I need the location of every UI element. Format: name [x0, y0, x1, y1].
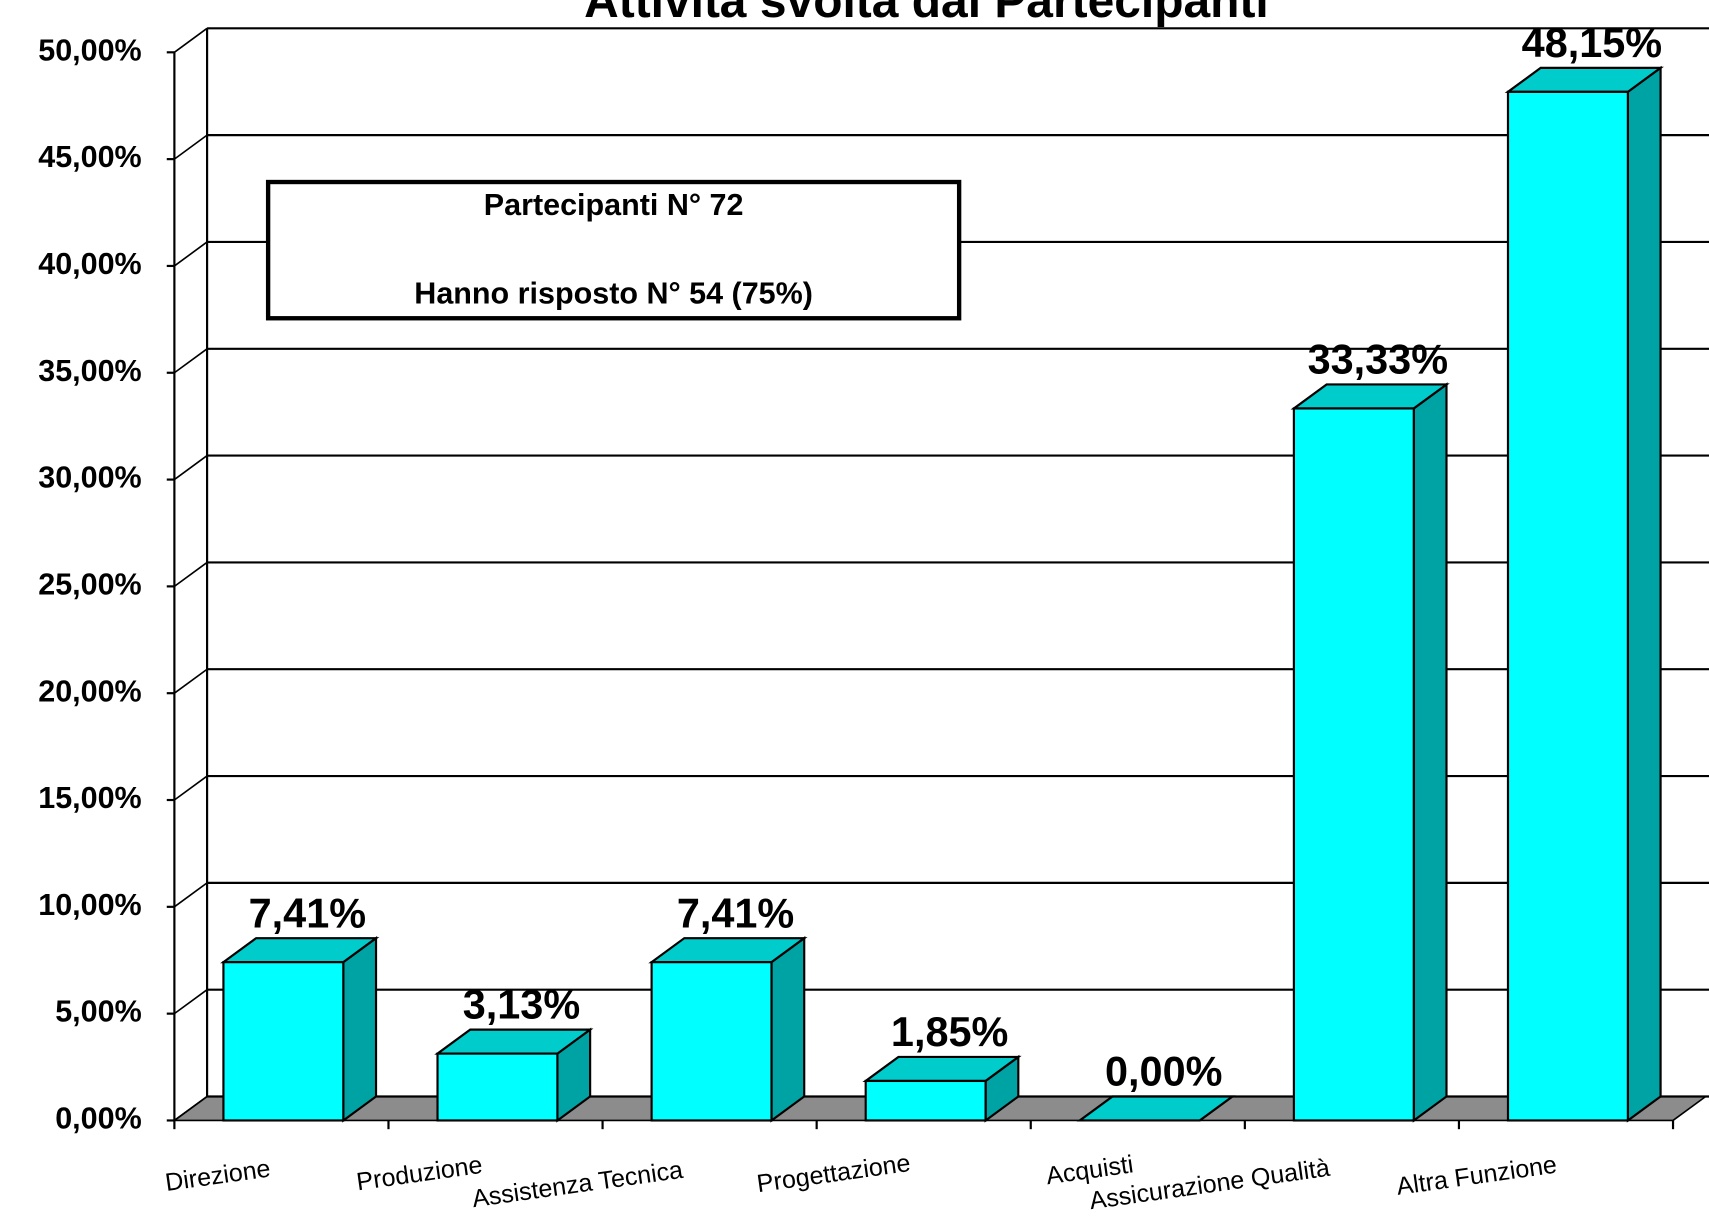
bar [648, 936, 808, 1123]
annotation-box [265, 179, 962, 321]
side-grid-line [173, 668, 208, 694]
y-tick-label: 30,00% [38, 461, 141, 495]
annotation: Hanno risposto N° 54 (75%) [414, 276, 813, 310]
side-grid-line [173, 989, 208, 1015]
bar-front [436, 1052, 559, 1122]
y-tick-label: 20,00% [38, 674, 141, 708]
y-tick-label: 5,00% [55, 995, 141, 1029]
value-label: 0,00% [1105, 1049, 1222, 1095]
y-tick-label: 25,00% [38, 567, 141, 601]
y-tick-label: 45,00% [38, 140, 141, 174]
bar-side [1626, 65, 1662, 1123]
bar-side [1412, 382, 1448, 1123]
bar-front [1292, 407, 1415, 1122]
bar [1290, 382, 1450, 1123]
bar [220, 936, 380, 1123]
bar [1504, 65, 1664, 1123]
bar-front [1506, 90, 1629, 1122]
value-label: 33,33% [1308, 337, 1448, 383]
annotation: Partecipanti N° 72 [484, 188, 744, 222]
value-label: 1,85% [891, 1009, 1008, 1055]
side-grid-line [173, 775, 208, 801]
y-tick-label: 35,00% [38, 354, 141, 388]
y-tick-label: 40,00% [38, 247, 141, 281]
side-grid-line [173, 882, 208, 908]
side-grid-line [173, 1095, 208, 1122]
x-tick-label: Progettazione [755, 1149, 912, 1198]
chart-title: Attività svolta dai Partecipanti [584, 0, 1269, 28]
bar-front [864, 1079, 987, 1122]
side-grid-line [173, 134, 208, 160]
bar-side [342, 936, 378, 1123]
bar-side [770, 936, 806, 1123]
side-grid-line [173, 561, 208, 588]
bar-front [650, 961, 773, 1122]
x-tick-label: Altra Funzione [1395, 1151, 1559, 1201]
y-tick-label: 15,00% [38, 781, 141, 815]
value-label: 7,41% [249, 890, 366, 936]
value-label: 3,13% [463, 982, 580, 1028]
x-tick-label: Produzione [355, 1151, 484, 1196]
side-grid-line [173, 241, 208, 267]
bar [1076, 1095, 1236, 1122]
bar [434, 1027, 594, 1123]
bar-top [1076, 1095, 1236, 1122]
y-tick-label: 50,00% [38, 33, 141, 67]
bar-front [222, 961, 345, 1122]
x-tick-label: Direzione [163, 1155, 272, 1197]
value-label: 48,15% [1522, 20, 1662, 66]
side-grid-line [173, 27, 208, 53]
y-tick-label: 10,00% [38, 888, 141, 922]
bar [862, 1054, 1022, 1123]
side-grid-line [173, 454, 208, 481]
y-tick-label: 0,00% [55, 1102, 141, 1136]
value-label: 7,41% [677, 890, 794, 936]
x-tick-label: Assistenza Tecnica [470, 1156, 684, 1213]
side-grid-line [173, 348, 208, 374]
